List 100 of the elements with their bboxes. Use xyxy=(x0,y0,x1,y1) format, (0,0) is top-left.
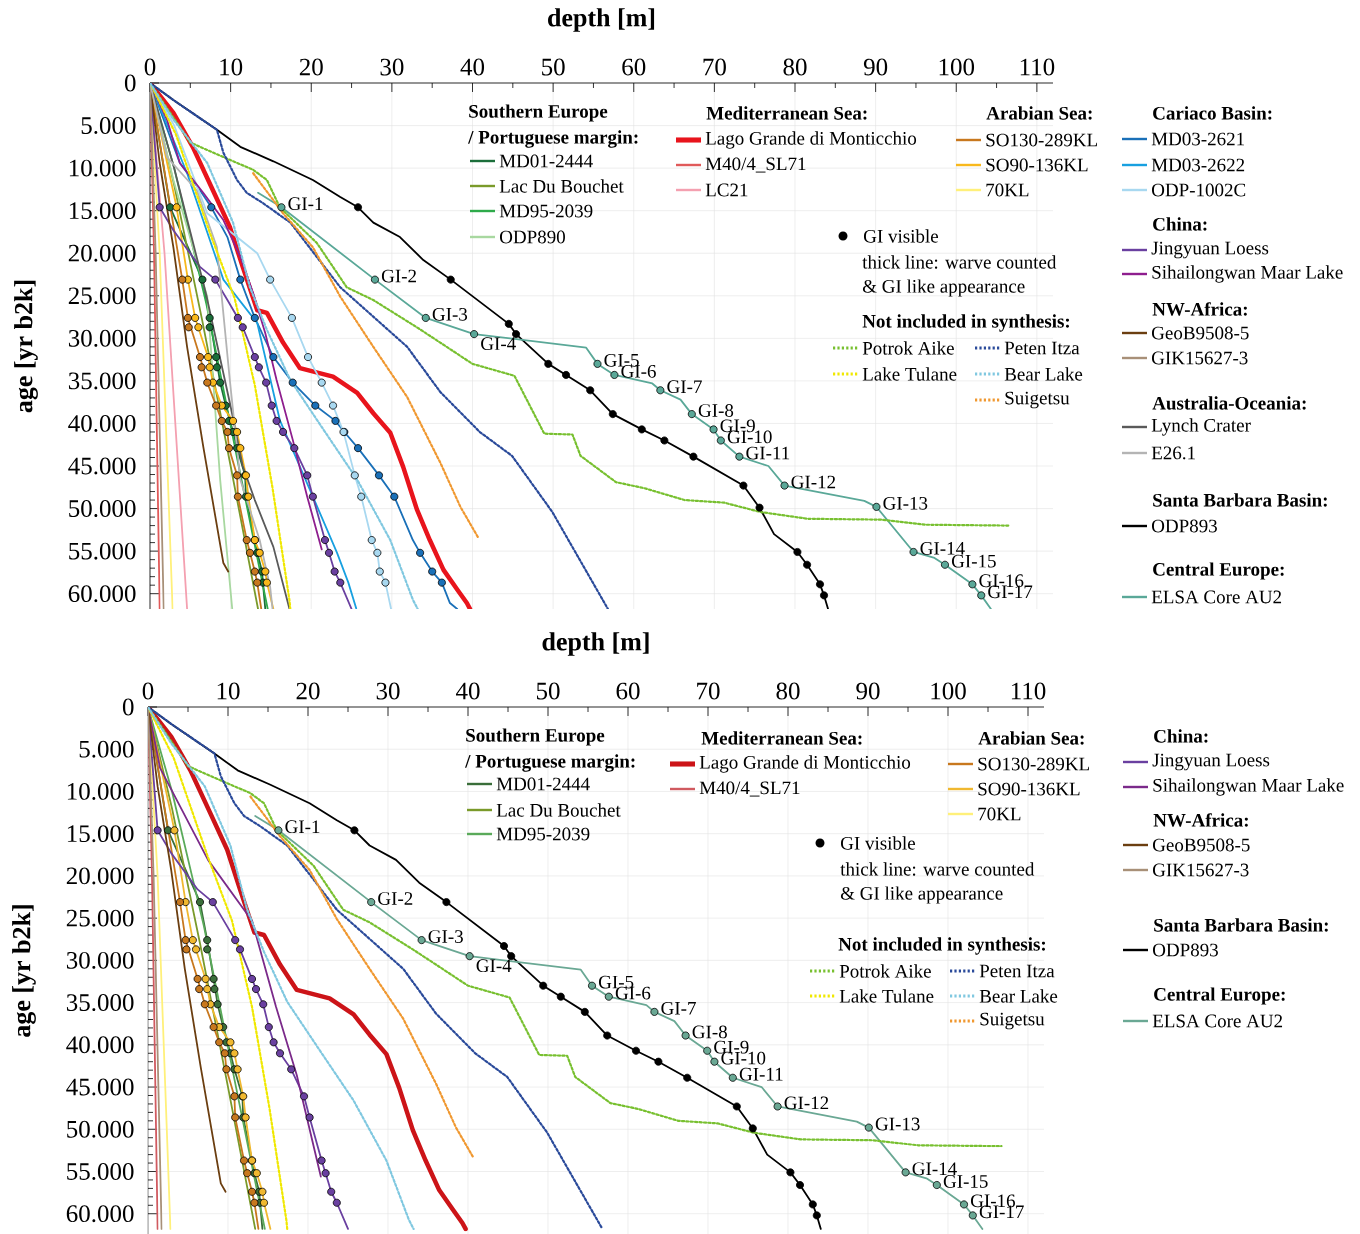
legend-label: ODP893 xyxy=(1152,943,1218,957)
y-tick-label: 15.000 xyxy=(69,202,136,220)
annotation: GI-15 xyxy=(951,554,996,568)
legend-label: Lynch Crater xyxy=(1151,418,1251,436)
legend-label: MD95-2039 xyxy=(496,827,590,841)
annotation: GI-12 xyxy=(791,475,836,489)
x-tick-label: 40 xyxy=(460,58,485,76)
legend-label: SO130-289KL xyxy=(986,133,1097,147)
annotation: GI-13 xyxy=(883,496,928,510)
legend-label: GIK15627-3 xyxy=(1151,351,1248,365)
legend-label: SO130-289KL xyxy=(978,757,1089,771)
annotation: Not included in synthesis: xyxy=(862,314,1070,332)
y-tick-label: 30.000 xyxy=(68,329,136,347)
annotation: Arabian Sea: xyxy=(978,731,1084,745)
y-tick-label: 35.000 xyxy=(68,372,136,390)
y-tick-label: 25.000 xyxy=(68,287,136,305)
legend-label: Peten Itza xyxy=(1004,341,1080,355)
legend-label: ODP-1002C xyxy=(1151,183,1246,197)
y-tick-label: 0 xyxy=(122,698,134,716)
x-tick-label: 90 xyxy=(863,58,888,76)
legend-label: MD01-2444 xyxy=(496,777,590,791)
y-tick-label: 5.000 xyxy=(79,740,134,758)
annotation: GI-1 xyxy=(285,820,320,834)
legend-label: M40/4_SL71 xyxy=(705,157,806,173)
x-axis-title: depth [m] xyxy=(548,8,655,32)
legend-label: M40/4_SL71 xyxy=(699,781,800,797)
y-tick-label: 30.000 xyxy=(66,951,134,969)
legend-label: Peten Itza xyxy=(979,964,1055,978)
legend-label: GIK15627-3 xyxy=(1152,863,1249,877)
y-tick-label: 20.000 xyxy=(66,867,134,885)
annotation: GI visible xyxy=(840,836,916,850)
annotation: GI-13 xyxy=(875,1117,920,1131)
legend-label: Suigetsu xyxy=(1005,391,1070,409)
x-tick-label: 90 xyxy=(856,682,880,700)
x-tick-label: 60 xyxy=(616,682,640,700)
text: Santa Barbara Basin: xyxy=(1154,918,1328,932)
y-tick-label: 40.000 xyxy=(66,1036,134,1054)
text: China: xyxy=(1153,217,1207,231)
annotation: GI-11 xyxy=(739,1067,783,1081)
legend-label: ELSA Core AU2 xyxy=(1152,1014,1283,1028)
annotation: GI-11 xyxy=(746,446,790,460)
y-axis-title: age [yr b2k] xyxy=(14,280,38,413)
x-tick-label: 80 xyxy=(776,682,800,700)
annotation: / Portuguese margin: xyxy=(465,754,635,772)
x-tick-label: 20 xyxy=(296,682,320,700)
x-tick-label: 70 xyxy=(703,58,726,76)
annotation: Not included in synthesis: xyxy=(838,937,1046,955)
legend-label: GeoB9508-5 xyxy=(1152,838,1250,852)
y-tick-label: 45.000 xyxy=(68,457,136,475)
annotation: GI-2 xyxy=(381,269,416,283)
annotation: thick line: warve counted xyxy=(862,255,1057,269)
annotation: Mediterranean Sea: xyxy=(706,106,867,120)
text: China: xyxy=(1154,729,1208,743)
annotation: GI-7 xyxy=(667,380,702,394)
x-tick-label: 70 xyxy=(697,682,720,700)
legend-label: MD01-2444 xyxy=(499,154,593,168)
legend-label: LC21 xyxy=(705,183,748,197)
legend-label: Potrok Aike xyxy=(862,341,954,355)
text: NW-Africa: xyxy=(1153,813,1248,827)
legend-label: E26.1 xyxy=(1151,446,1195,460)
legend-label: SO90-136KL xyxy=(978,782,1080,796)
annotation: GI-4 xyxy=(476,959,512,973)
x-tick-label: 110 xyxy=(1011,682,1046,700)
legend-label: 70KL xyxy=(978,807,1021,821)
legend-label: Lago Grande di Monticchio xyxy=(699,755,911,773)
legend-label: Lac Du Bouchet xyxy=(496,803,621,817)
y-tick-label: 20.000 xyxy=(68,244,136,262)
legend-label: Potrok Aike xyxy=(839,964,931,978)
annotation: GI-7 xyxy=(661,1001,696,1015)
legend-label: Sihailongwan Maar Lake xyxy=(1152,265,1343,283)
y-tick-label: 25.000 xyxy=(66,909,134,927)
annotation: Southern Europe xyxy=(466,728,605,746)
annotation: GI-3 xyxy=(432,307,468,321)
annotation: GI-6 xyxy=(621,364,656,378)
legend-label: Sihailongwan Maar Lake xyxy=(1153,778,1344,796)
annotation: GI visible xyxy=(863,229,939,243)
y-tick-label: 50.000 xyxy=(67,1120,134,1138)
annotation: thick line: warve counted xyxy=(840,862,1035,876)
annotation: GI-8 xyxy=(692,1025,727,1039)
legend-label: ODP890 xyxy=(499,230,565,244)
annotation: GI-4 xyxy=(481,337,516,351)
legend-label: Lake Tulane xyxy=(839,989,934,1003)
annotation: GI-1 xyxy=(288,197,323,211)
x-tick-label: 30 xyxy=(380,58,404,76)
legend-label: Bear Lake xyxy=(979,989,1058,1003)
legend-label: MD03-2621 xyxy=(1151,132,1244,146)
x-tick-label: 100 xyxy=(939,58,975,76)
legend-label: Bear Lake xyxy=(1004,367,1083,381)
legend-label: Lac Du Bouchet xyxy=(499,179,624,193)
y-tick-label: 15.000 xyxy=(67,825,134,843)
text: Australia-Oceania: xyxy=(1152,396,1306,410)
legend-label: 70KL xyxy=(986,183,1029,197)
text: NW-Africa: xyxy=(1152,302,1247,316)
legend-label: MD03-2622 xyxy=(1151,158,1245,172)
y-tick-label: 35.000 xyxy=(66,994,134,1012)
annotation: GI-14 xyxy=(912,1162,957,1176)
annotation: GI-14 xyxy=(920,542,965,555)
legend-label: Jingyuan Loess xyxy=(1151,241,1269,259)
text: Cariaco Basin: xyxy=(1153,106,1272,120)
y-tick-label: 45.000 xyxy=(66,1078,134,1096)
